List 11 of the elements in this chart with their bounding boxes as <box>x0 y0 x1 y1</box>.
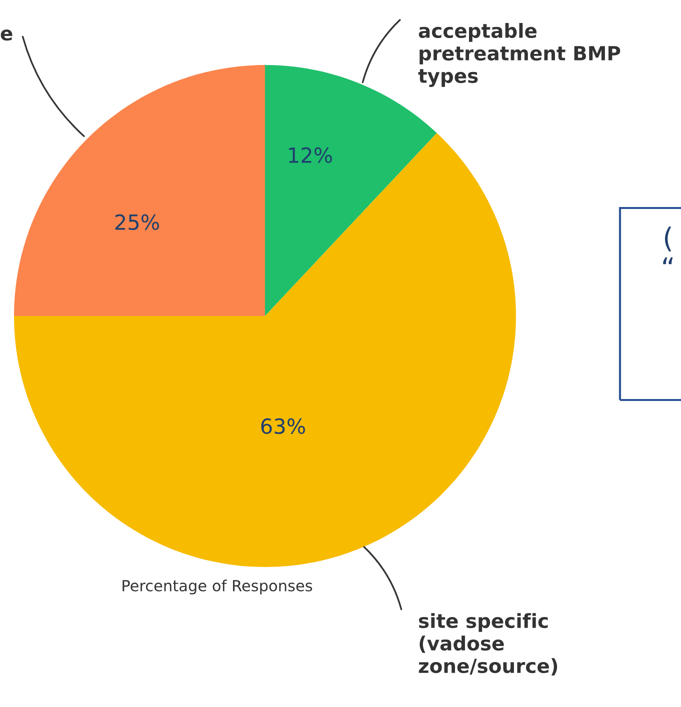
slice-label: site specific (vadose zone/source) <box>418 613 558 676</box>
text: “ <box>663 257 673 264</box>
pie-slice <box>14 133 516 567</box>
slice-label: e <box>0 29 12 41</box>
slice-label: acceptable pretreatment BMP types <box>418 23 620 87</box>
data-label: 63% <box>261 418 306 434</box>
data-label: 12% <box>289 147 332 164</box>
text: Percentage of Responses <box>122 580 312 594</box>
pie-slice <box>14 65 265 316</box>
data-label: 25% <box>115 214 160 230</box>
text: ( <box>664 226 672 252</box>
